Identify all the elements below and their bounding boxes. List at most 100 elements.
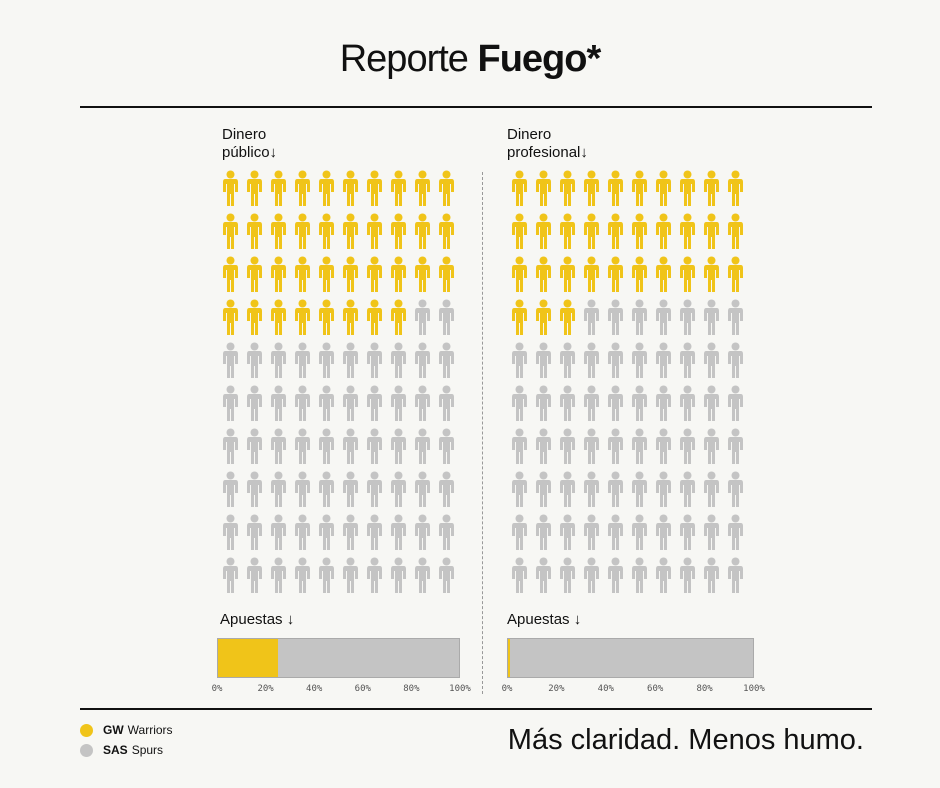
person-icon-spurs [536, 514, 551, 550]
person-icon-warriors [536, 170, 551, 206]
person-icon-warriors [512, 170, 527, 206]
person-icon-spurs [439, 342, 454, 378]
person-icon-spurs [560, 471, 575, 507]
person-icon-spurs [343, 514, 358, 550]
person-icon-spurs [584, 299, 599, 335]
person-icon-warriors [656, 256, 671, 292]
person-icon-spurs [343, 471, 358, 507]
person-icon-spurs [512, 471, 527, 507]
person-icon-spurs [295, 428, 310, 464]
person-icon-warriors [391, 256, 406, 292]
person-icon-warriors [728, 170, 743, 206]
tick-label: 20% [548, 684, 565, 694]
left-label-line2: público↓ [222, 144, 278, 161]
person-icon-spurs [319, 471, 334, 507]
right-label-line2: profesional↓ [507, 144, 588, 161]
person-icon-warriors [367, 213, 382, 249]
person-icon-spurs [728, 471, 743, 507]
person-icon-warriors [391, 170, 406, 206]
left-bet-bar-fill [218, 639, 279, 677]
person-icon-spurs [367, 514, 382, 550]
person-icon-spurs [608, 342, 623, 378]
person-icon-spurs [680, 428, 695, 464]
person-icon-warriors [247, 256, 262, 292]
legend-abbr-warriors: GW [103, 723, 124, 737]
person-icon-warriors [632, 256, 647, 292]
person-icon-spurs [680, 557, 695, 593]
person-icon-spurs [512, 428, 527, 464]
person-icon-warriors [704, 213, 719, 249]
person-icon-spurs [391, 342, 406, 378]
legend-team-warriors: Warriors [127, 723, 173, 737]
person-icon-spurs [391, 428, 406, 464]
person-icon-spurs [728, 342, 743, 378]
person-icon-spurs [271, 428, 286, 464]
person-icon-spurs [656, 514, 671, 550]
tick-label: 60% [647, 684, 664, 694]
person-icon-spurs [343, 557, 358, 593]
person-icon-spurs [656, 428, 671, 464]
person-icon-spurs [536, 385, 551, 421]
person-icon-warriors [391, 213, 406, 249]
person-icon-spurs [415, 557, 430, 593]
person-icon-warriors [319, 213, 334, 249]
person-icon-spurs [704, 299, 719, 335]
person-icon-warriors [223, 299, 238, 335]
person-icon-warriors [608, 213, 623, 249]
right-bet-bar-fill [508, 639, 511, 677]
person-icon-spurs [536, 557, 551, 593]
person-icon-spurs [391, 385, 406, 421]
person-icon-spurs [536, 342, 551, 378]
person-icon-spurs [247, 471, 262, 507]
person-icon-spurs [295, 557, 310, 593]
person-icon-spurs [247, 557, 262, 593]
person-icon-warriors [680, 213, 695, 249]
person-icon-spurs [560, 385, 575, 421]
left-bet-ticks: 0% 20% 40% 60% 80% 100% [212, 684, 471, 698]
panel-divider [482, 172, 483, 694]
person-icon-spurs [343, 428, 358, 464]
person-icon-spurs [656, 299, 671, 335]
person-icon-spurs [367, 471, 382, 507]
person-icon-spurs [512, 514, 527, 550]
person-icon-spurs [319, 342, 334, 378]
person-icon-spurs [632, 557, 647, 593]
person-icon-spurs [223, 342, 238, 378]
right-waffle-grid [512, 170, 743, 593]
person-icon-spurs [367, 342, 382, 378]
person-icon-spurs [319, 428, 334, 464]
person-icon-warriors [367, 170, 382, 206]
warriors-dot-icon [80, 723, 93, 737]
person-icon-spurs [415, 299, 430, 335]
person-icon-spurs [415, 471, 430, 507]
person-icon-spurs [319, 514, 334, 550]
person-icon-spurs [512, 342, 527, 378]
person-icon-warriors [704, 256, 719, 292]
person-icon-warriors [439, 256, 454, 292]
person-icon-spurs [608, 514, 623, 550]
person-icon-spurs [343, 385, 358, 421]
person-icon-spurs [704, 385, 719, 421]
person-icon-warriors [295, 170, 310, 206]
person-icon-spurs [632, 471, 647, 507]
person-icon-warriors [704, 170, 719, 206]
person-icon-warriors [247, 299, 262, 335]
person-icon-spurs [704, 471, 719, 507]
legend-item-warriors: GW Warriors [80, 720, 173, 740]
person-icon-warriors [343, 213, 358, 249]
person-icon-spurs [512, 557, 527, 593]
person-icon-spurs [319, 385, 334, 421]
person-icon-spurs [391, 557, 406, 593]
person-icon-warriors [367, 256, 382, 292]
right-bet-bar [507, 638, 754, 678]
left-bet-bar [217, 638, 460, 678]
person-icon-warriors [560, 170, 575, 206]
person-icon-spurs [584, 385, 599, 421]
person-icon-warriors [295, 299, 310, 335]
person-icon-warriors [343, 256, 358, 292]
page-title: Reporte Fuego* [0, 36, 940, 82]
person-icon-spurs [704, 557, 719, 593]
person-icon-warriors [343, 170, 358, 206]
person-icon-warriors [584, 170, 599, 206]
person-icon-warriors [512, 256, 527, 292]
